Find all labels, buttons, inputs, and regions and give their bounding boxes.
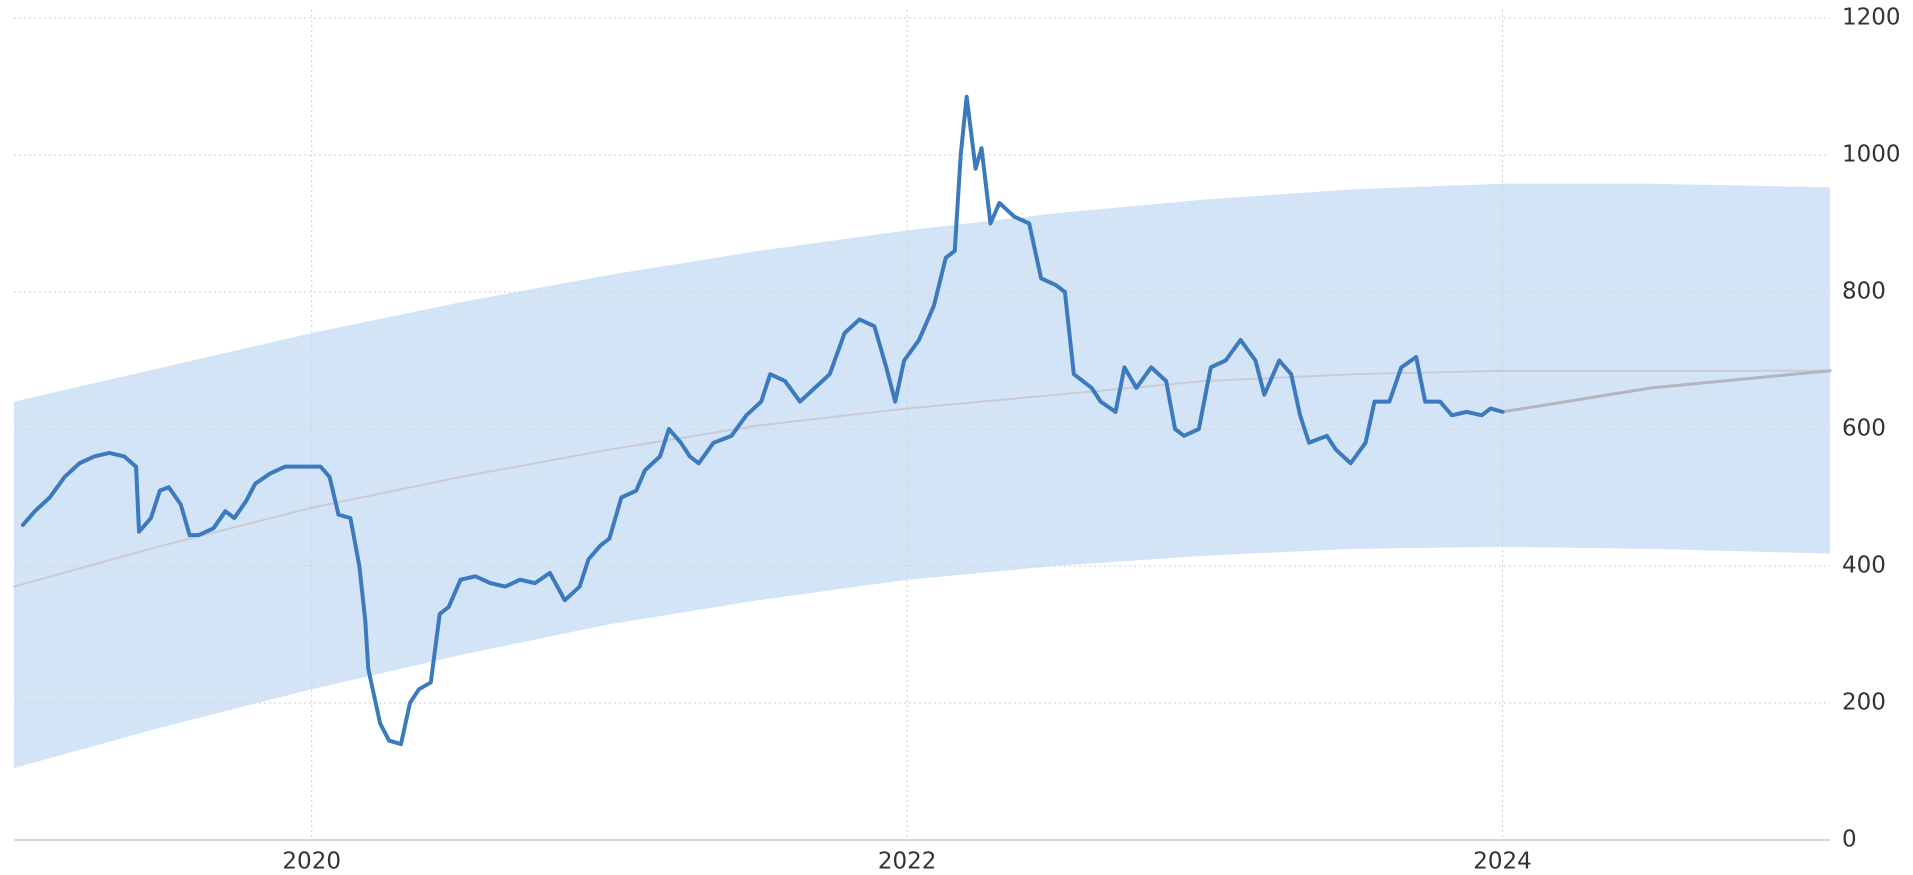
- confidence-band: [14, 183, 1830, 769]
- y-tick-label: 600: [1842, 416, 1886, 442]
- x-tick-label: 2022: [878, 849, 937, 875]
- y-tick-label: 1000: [1842, 142, 1901, 168]
- y-tick-label: 200: [1842, 690, 1886, 716]
- x-tick-label: 2020: [282, 849, 341, 875]
- y-tick-label: 1200: [1842, 5, 1901, 31]
- y-tick-label: 0: [1842, 827, 1857, 853]
- x-tick-label: 2024: [1473, 849, 1532, 875]
- series-line: [13, 369, 1831, 588]
- y-tick-label: 800: [1842, 279, 1886, 305]
- series-line: [20, 94, 1505, 747]
- y-tick-label: 400: [1842, 553, 1886, 579]
- series-line: [1501, 369, 1832, 414]
